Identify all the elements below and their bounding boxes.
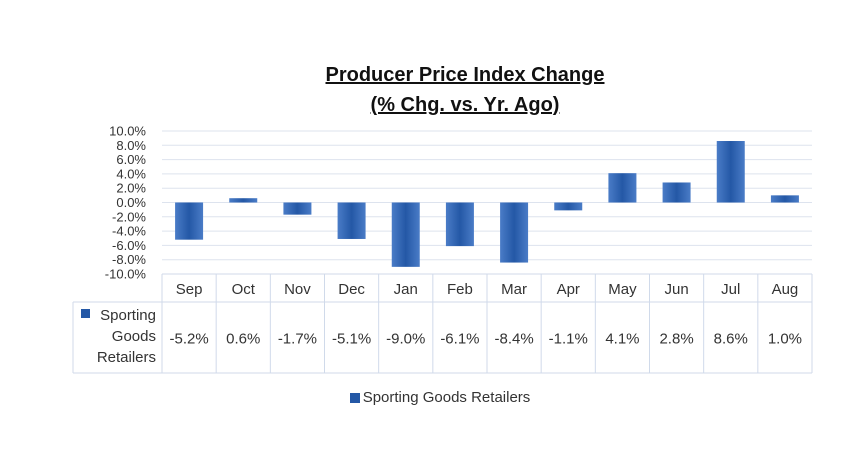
x-tick-label: Dec xyxy=(338,281,365,298)
x-tick-label: Mar xyxy=(501,281,527,298)
data-label: 1.0% xyxy=(768,331,802,348)
x-tick-label: Jan xyxy=(394,281,418,298)
series-label: Retailers xyxy=(97,349,156,366)
data-label: 8.6% xyxy=(714,331,748,348)
data-label: -8.4% xyxy=(494,331,533,348)
x-tick-label: Sep xyxy=(176,281,203,298)
chart-subtitle: (% Chg. vs. Yr. Ago) xyxy=(370,94,560,116)
data-label: 0.6% xyxy=(226,331,260,348)
bar-apr xyxy=(554,202,583,211)
y-tick-label: -10.0% xyxy=(105,267,147,282)
bar-oct xyxy=(229,198,258,203)
y-tick-label: -2.0% xyxy=(112,209,146,224)
bar-mar xyxy=(500,202,529,263)
y-tick-label: -6.0% xyxy=(112,238,146,253)
bar-sep xyxy=(175,202,204,240)
data-label: 2.8% xyxy=(659,331,693,348)
data-label: -5.1% xyxy=(332,331,371,348)
chart-title: Producer Price Index Change xyxy=(325,64,605,86)
data-label: -1.7% xyxy=(278,331,317,348)
bar-aug xyxy=(770,195,799,203)
x-tick-label: Jun xyxy=(664,281,688,298)
x-tick-label: Jul xyxy=(721,281,740,298)
y-tick-label: -8.0% xyxy=(112,252,146,267)
bar-feb xyxy=(445,202,474,247)
y-tick-label: 10.0% xyxy=(109,124,146,139)
y-tick-label: 6.0% xyxy=(116,152,146,167)
y-tick-label: -4.0% xyxy=(112,224,146,239)
data-label: 4.1% xyxy=(605,331,639,348)
bar-dec xyxy=(337,202,366,239)
bar-nov xyxy=(283,202,312,215)
bar-jul xyxy=(716,141,745,203)
legend-swatch-icon xyxy=(349,393,360,404)
x-tick-label: May xyxy=(608,281,637,298)
bar-jan xyxy=(391,202,420,267)
y-tick-label: 8.0% xyxy=(116,138,146,153)
y-tick-label: 2.0% xyxy=(116,181,146,196)
y-tick-label: 4.0% xyxy=(116,166,146,181)
series-label: Goods xyxy=(112,328,156,345)
x-tick-label: Apr xyxy=(557,281,580,298)
x-tick-label: Oct xyxy=(232,281,256,298)
series-label: Sporting xyxy=(100,307,156,324)
bar-may xyxy=(608,173,637,203)
data-label: -9.0% xyxy=(386,331,425,348)
data-label: -6.1% xyxy=(440,331,479,348)
y-tick-label: 0.0% xyxy=(116,195,146,210)
data-label: -1.1% xyxy=(549,331,588,348)
x-tick-label: Nov xyxy=(284,281,311,298)
table-legend-key-icon xyxy=(81,309,90,318)
data-label: -5.2% xyxy=(169,331,208,348)
x-tick-label: Feb xyxy=(447,281,473,298)
legend-label: Sporting Goods Retailers xyxy=(362,389,531,406)
x-tick-label: Aug xyxy=(772,281,799,298)
bar-jun xyxy=(662,182,691,203)
legend: Sporting Goods Retailers xyxy=(0,389,867,406)
